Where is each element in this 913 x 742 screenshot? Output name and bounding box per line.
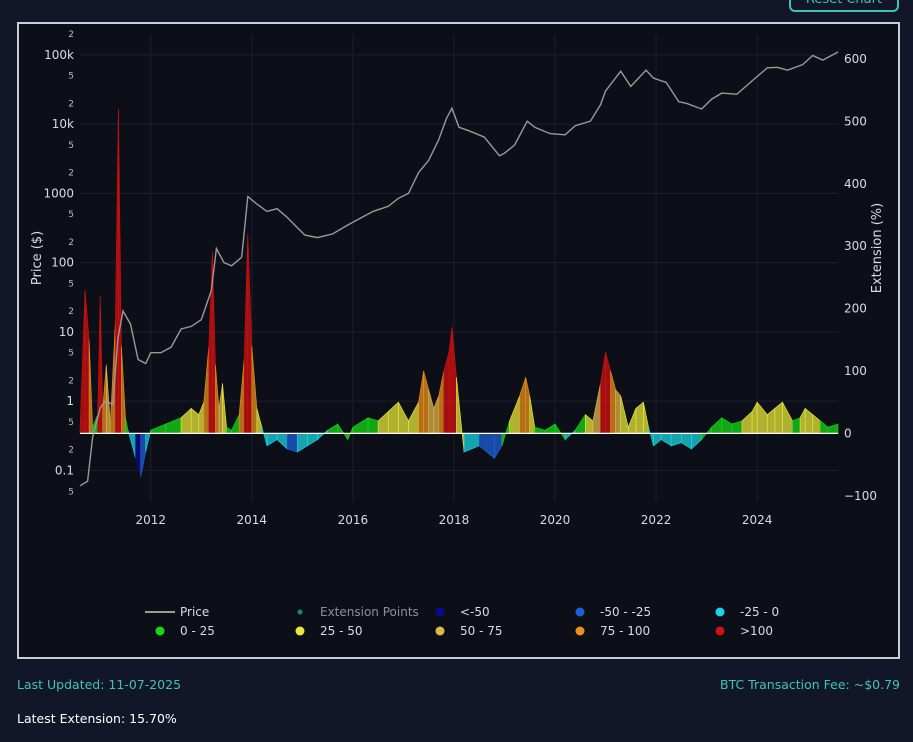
legend-label-0: Price	[180, 605, 209, 619]
y-left-tick-label-4: 1000	[43, 186, 74, 200]
legend-swatch-6	[295, 626, 305, 636]
y-left-minor-label-6: 2	[68, 307, 74, 317]
legend-label-1: Extension Points	[320, 605, 419, 619]
y-right-tick-label-3: 200	[844, 302, 867, 316]
y-left-tick-label-5: 10k	[52, 117, 74, 131]
legend-label-2: <-50	[460, 605, 490, 619]
y-right-tick-label-6: 500	[844, 114, 867, 128]
legend-swatch-5	[155, 626, 165, 636]
legend-swatch-1	[297, 609, 303, 615]
y-left-tick-label-1: 1	[66, 394, 74, 408]
chart-frame[interactable]: 2012 2014 2016 2018 2020 2022 2024 0.1 1 10 100 100…	[17, 22, 900, 659]
y-left-minor-label-8: 2	[68, 238, 74, 248]
y-right-axis-title: Extension (%)	[870, 203, 885, 293]
y-right-tick-label-0: −100	[844, 489, 877, 503]
extension-area-46	[367, 417, 379, 434]
legend-label-8: 75 - 100	[600, 624, 650, 638]
y-left-minor-label-1: 5	[68, 487, 74, 497]
y-left-tick-label-3: 100	[51, 256, 74, 270]
extension-area-78	[615, 388, 622, 434]
y-left-minor-label-5: 5	[68, 349, 74, 359]
legend-swatch-3	[575, 607, 585, 617]
y-left-tick-label-2: 10	[59, 325, 74, 339]
y-right-tick-label-1: 0	[844, 426, 852, 440]
last-updated: Last Updated: 11-07-2025	[17, 677, 182, 692]
x-tick-label-2: 2016	[338, 513, 369, 527]
y-left-minor-label-9: 5	[68, 210, 74, 220]
x-tick-label-1: 2014	[237, 513, 268, 527]
y-right-tick-label-5: 400	[844, 177, 867, 191]
y-left-tick-label-6: 100k	[44, 48, 74, 62]
legend-swatch-8	[575, 626, 585, 636]
y-left-minor-label-13: 5	[68, 72, 74, 82]
legend-label-5: 0 - 25	[180, 624, 215, 638]
x-tick-label-5: 2022	[641, 513, 672, 527]
y-left-minor-label-12: 2	[68, 99, 74, 109]
legend-label-6: 25 - 50	[320, 624, 363, 638]
y-right-tick-label-4: 300	[844, 239, 867, 253]
legend-label-9: >100	[740, 624, 773, 638]
y-left-minor-label-7: 5	[68, 279, 74, 289]
y-left-minor-label-4: 2	[68, 376, 74, 386]
legend-swatch-9	[715, 626, 725, 636]
y-left-minor-label-11: 5	[68, 141, 74, 151]
y-right-tick-label-2: 100	[844, 364, 867, 378]
price-line	[79, 51, 839, 487]
x-tick-label-3: 2018	[439, 513, 470, 527]
legend-label-4: -25 - 0	[740, 605, 779, 619]
y-left-tick-label-0: 0.1	[55, 463, 74, 477]
legend-swatch-4	[715, 607, 725, 617]
x-tick-label-6: 2024	[742, 513, 773, 527]
y-left-axis-title: Price ($)	[30, 231, 45, 285]
y-left-minor-label-2: 2	[68, 446, 74, 456]
legend-label-7: 50 - 75	[460, 624, 503, 638]
latest-extension: Latest Extension: 15.70%	[17, 711, 177, 726]
chart-svg[interactable]: 2012 2014 2016 2018 2020 2022 20240.1110100100…	[19, 24, 898, 657]
x-tick-label-4: 2020	[540, 513, 571, 527]
transaction-fee: BTC Transaction Fee: ~$0.79	[720, 677, 900, 692]
y-left-minor-label-3: 5	[68, 418, 74, 428]
x-tick-label-0: 2012	[135, 513, 166, 527]
reset-chart-button[interactable]: Reset Chart	[789, 0, 899, 12]
legend-label-3: -50 - -25	[600, 605, 651, 619]
y-left-minor-label-10: 2	[68, 169, 74, 179]
legend-swatch-7	[435, 626, 445, 636]
y-right-tick-label-7: 600	[844, 52, 867, 66]
extension-area-99	[792, 417, 801, 434]
extension-area-38	[286, 433, 298, 453]
legend-swatch-2	[435, 607, 445, 617]
y-left-minor-label-14: 2	[68, 30, 74, 40]
